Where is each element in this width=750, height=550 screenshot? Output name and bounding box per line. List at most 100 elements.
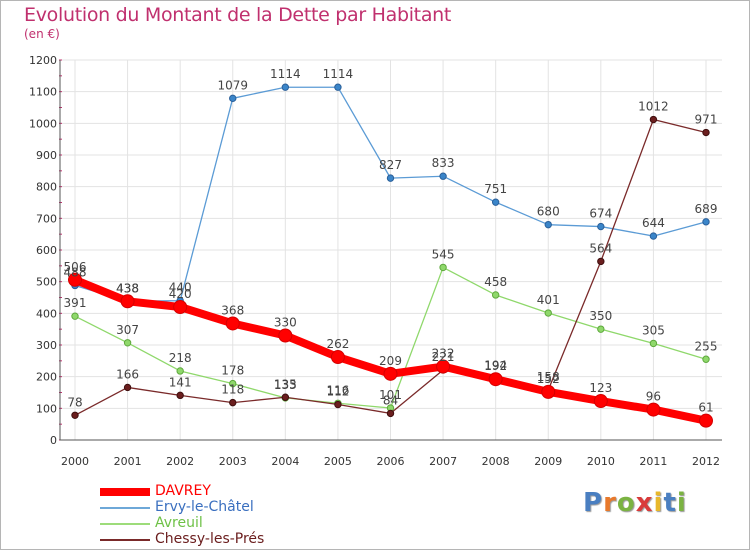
data-label-3: 564 — [589, 241, 612, 255]
data-label-3: 135 — [274, 377, 297, 391]
data-label-0: 232 — [432, 347, 455, 361]
data-point-0 — [278, 328, 293, 343]
y-tick-label: 1000 — [29, 117, 57, 130]
logo-letter: x — [635, 488, 654, 518]
data-label-0: 262 — [326, 337, 349, 351]
data-label-1: 440 — [169, 281, 192, 295]
data-label-3: 221 — [432, 350, 455, 364]
logo-letter: i — [653, 488, 664, 518]
data-point-0 — [646, 402, 661, 417]
data-point-3 — [597, 257, 605, 266]
data-label-0: 330 — [274, 316, 297, 330]
data-point-0 — [699, 413, 713, 428]
data-label-1: 833 — [432, 156, 455, 170]
x-tick-label: 2004 — [271, 455, 299, 468]
data-point-0 — [68, 272, 82, 287]
data-point-0 — [383, 366, 398, 381]
x-tick-label: 2001 — [114, 455, 142, 468]
data-label-3: 971 — [695, 113, 718, 127]
data-point-1 — [544, 220, 552, 229]
data-label-2: 116 — [326, 383, 349, 397]
x-tick-label: 2005 — [324, 455, 352, 468]
data-point-2 — [229, 379, 237, 388]
legend-label: Chessy-les-Prés — [155, 531, 265, 547]
data-point-0 — [225, 316, 240, 331]
data-label-2: 350 — [589, 309, 612, 323]
legend-label: Avreuil — [155, 515, 203, 531]
data-point-2 — [176, 367, 184, 375]
data-point-3 — [71, 411, 79, 419]
data-point-2 — [123, 339, 132, 347]
y-tick-label: 500 — [36, 276, 57, 289]
data-label-1: 1114 — [270, 67, 301, 81]
data-point-1 — [229, 94, 237, 103]
data-point-2 — [702, 355, 710, 363]
x-tick-label: 2008 — [482, 455, 510, 468]
data-point-3 — [702, 128, 710, 137]
data-label-0: 123 — [589, 381, 612, 395]
data-point-3 — [281, 393, 290, 401]
data-label-0: 152 — [537, 372, 560, 386]
data-label-3: 118 — [221, 383, 244, 397]
legend-swatch — [100, 488, 150, 496]
data-label-3: 84 — [383, 393, 398, 407]
x-tick-label: 2002 — [166, 455, 194, 468]
legend-label: Ervy-le-Châtel — [155, 499, 254, 515]
data-label-1: 1079 — [217, 78, 248, 92]
data-label-0: 61 — [698, 401, 713, 415]
data-label-3: 166 — [116, 367, 139, 381]
data-label-1: 644 — [642, 216, 665, 230]
data-label-2: 545 — [432, 247, 455, 261]
data-label-3: 1012 — [638, 100, 669, 114]
x-tick-label: 2006 — [377, 455, 405, 468]
data-label-3: 112 — [326, 385, 349, 399]
data-label-3: 141 — [169, 375, 192, 389]
data-point-1 — [649, 232, 658, 240]
y-tick-label: 800 — [36, 181, 57, 194]
y-tick-label: 200 — [36, 371, 57, 384]
data-label-0: 209 — [379, 354, 402, 368]
data-point-2 — [439, 263, 447, 272]
data-point-2 — [597, 325, 605, 333]
data-label-2: 391 — [64, 296, 87, 310]
data-label-3: 78 — [67, 395, 82, 409]
data-point-0 — [330, 350, 345, 365]
data-point-0 — [173, 300, 188, 314]
data-point-1 — [334, 83, 342, 91]
logo-letter: r — [603, 488, 617, 518]
data-point-3 — [649, 115, 658, 124]
data-point-1 — [281, 83, 290, 91]
data-point-0 — [593, 394, 608, 409]
x-tick-label: 2000 — [61, 455, 89, 468]
data-label-2: 401 — [537, 293, 560, 307]
logo-letter: o — [616, 488, 636, 518]
data-label-2: 255 — [695, 339, 718, 353]
logo-letter: P — [583, 488, 604, 518]
data-label-2: 178 — [221, 364, 244, 378]
data-label-2: 218 — [169, 351, 192, 365]
y-tick-label: 400 — [36, 307, 57, 320]
data-label-0: 96 — [646, 390, 661, 404]
data-label-2: 133 — [274, 378, 297, 392]
y-tick-label: 900 — [36, 149, 57, 162]
legend-label: DAVREY — [155, 483, 211, 499]
data-label-2: 307 — [116, 323, 139, 337]
data-point-1 — [491, 198, 500, 206]
data-point-3 — [123, 383, 132, 392]
data-label-0: 420 — [169, 287, 192, 301]
x-tick-label: 2003 — [219, 455, 247, 468]
data-label-1: 1114 — [323, 67, 354, 81]
data-point-3 — [334, 400, 342, 409]
data-label-0: 438 — [116, 281, 139, 295]
data-point-3 — [229, 398, 237, 407]
proxiti-logo: Proxiti — [583, 488, 687, 518]
data-point-0 — [541, 384, 556, 399]
x-tick-label: 2010 — [587, 455, 615, 468]
data-label-0: 368 — [221, 303, 244, 317]
x-tick-label: 2007 — [429, 455, 457, 468]
logo-letter: t — [663, 488, 677, 518]
y-tick-label: 0 — [50, 434, 57, 447]
data-point-2 — [491, 291, 500, 299]
y-tick-label: 300 — [36, 339, 57, 352]
data-point-3 — [386, 409, 395, 418]
